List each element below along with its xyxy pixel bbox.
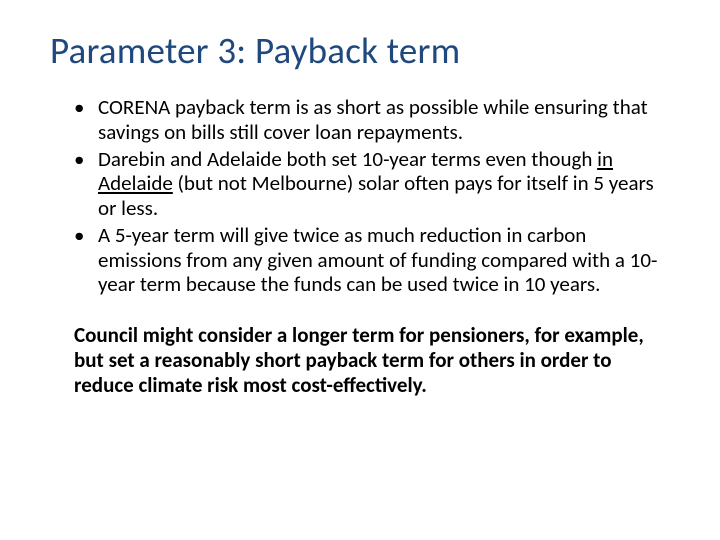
bullet-item: CORENA payback term is as short as possi…	[94, 95, 670, 145]
bullet-text-pre: Darebin and Adelaide both set 10-year te…	[98, 146, 597, 172]
bullet-list: CORENA payback term is as short as possi…	[50, 95, 670, 297]
slide-title: Parameter 3: Payback term	[50, 28, 670, 73]
slide: Parameter 3: Payback term CORENA payback…	[0, 0, 720, 540]
closing-paragraph: Council might consider a longer term for…	[50, 323, 670, 397]
bullet-item: Darebin and Adelaide both set 10-year te…	[94, 147, 670, 221]
bullet-text-post: (but not Melbourne) solar often pays for…	[98, 170, 654, 221]
bullet-text: A 5-year term will give twice as much re…	[98, 222, 657, 298]
bullet-item: A 5-year term will give twice as much re…	[94, 223, 670, 297]
bullet-text: CORENA payback term is as short as possi…	[98, 94, 648, 145]
